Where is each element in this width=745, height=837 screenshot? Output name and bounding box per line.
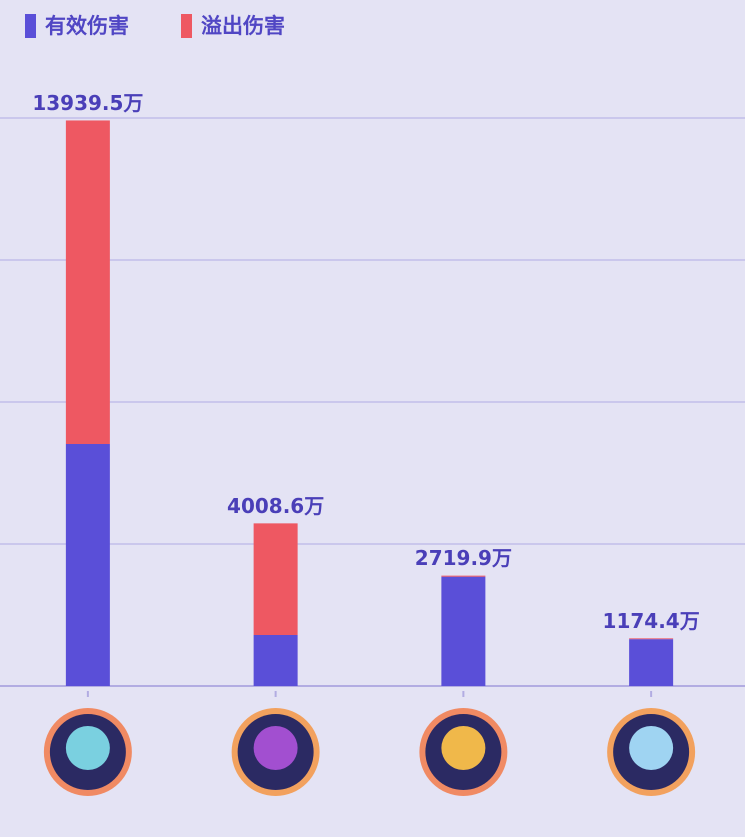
total-label: 2719.9万 <box>415 546 512 570</box>
bar-segment <box>65 443 110 686</box>
bar-segment <box>65 120 110 444</box>
icon-art <box>65 726 110 770</box>
icon-art <box>441 726 486 770</box>
legend-label: 有效伤害 <box>45 14 129 38</box>
icon-art <box>253 726 298 770</box>
bar-segment <box>629 638 674 640</box>
legend-swatch <box>25 14 36 38</box>
legend-label: 溢出伤害 <box>201 14 285 38</box>
bar-segment <box>253 523 298 636</box>
legend-swatch <box>181 14 192 38</box>
icon-art <box>629 726 674 770</box>
total-label: 1174.4万 <box>603 609 700 633</box>
bar-segment <box>441 575 486 577</box>
bar-segment <box>629 639 674 686</box>
bar-segment <box>253 635 298 686</box>
total-label: 13939.5万 <box>32 91 143 115</box>
bar-segment <box>441 576 486 686</box>
total-label: 4008.6万 <box>227 494 324 518</box>
